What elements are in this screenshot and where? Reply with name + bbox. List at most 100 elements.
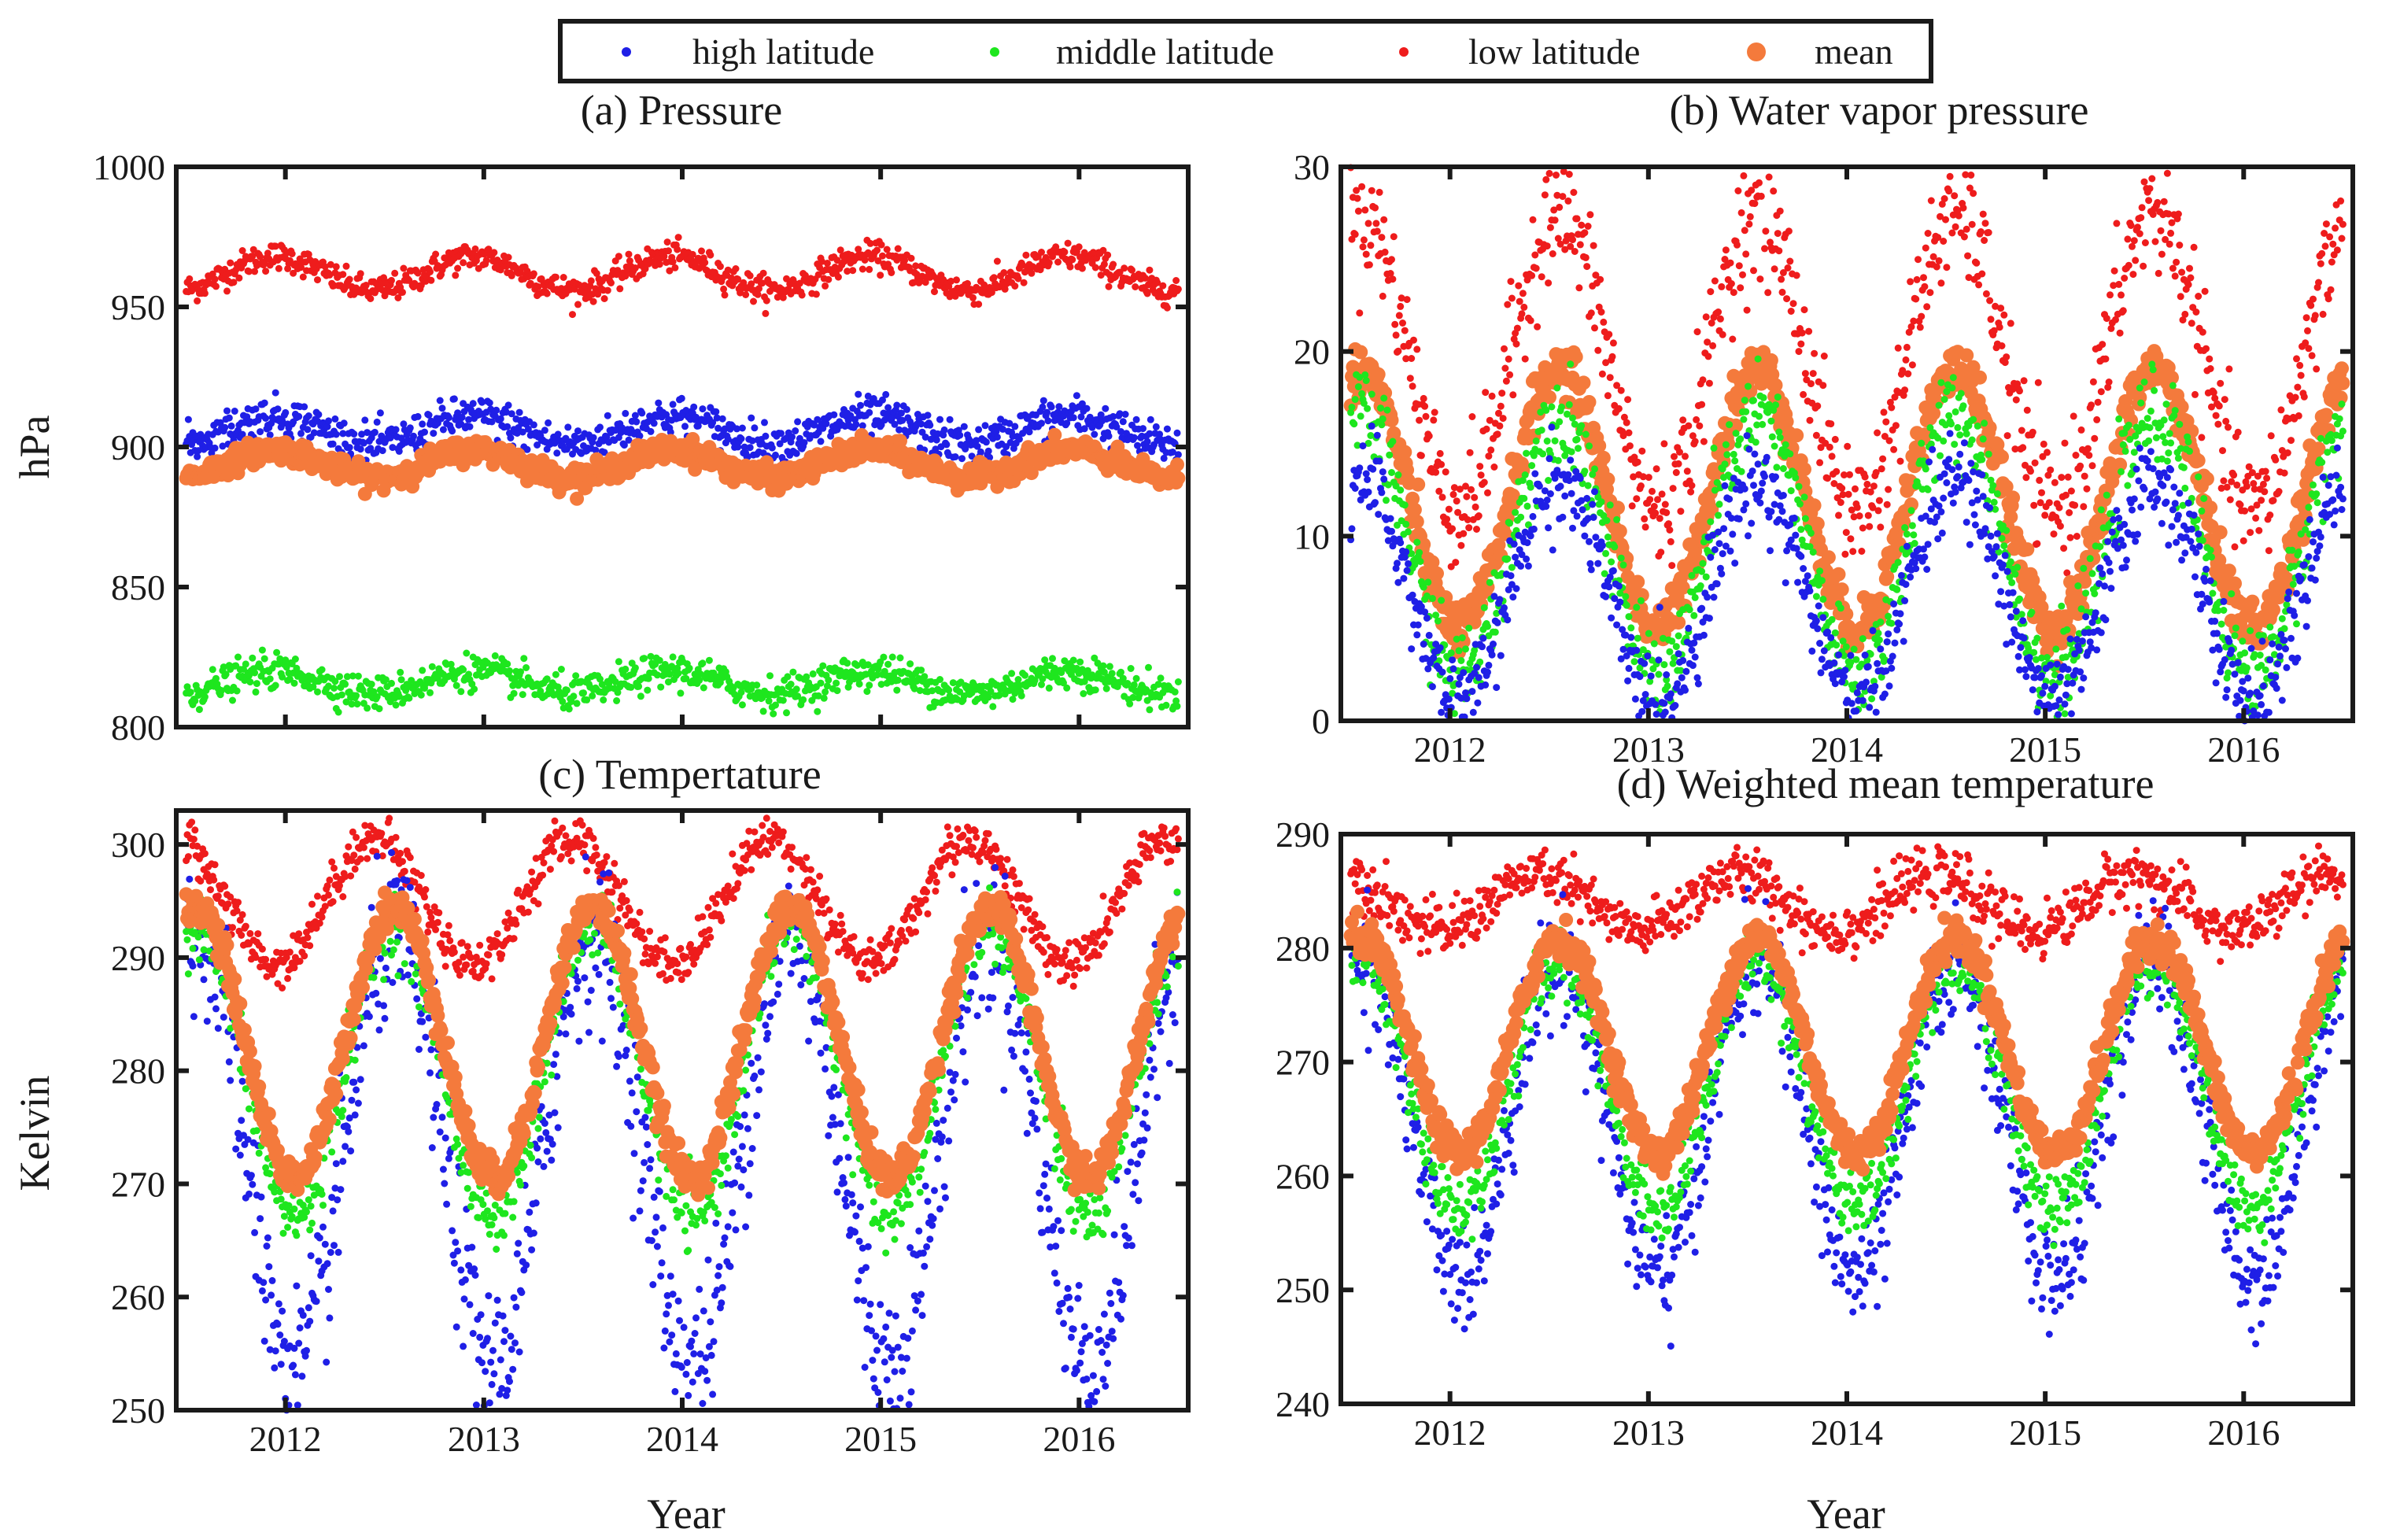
point-low xyxy=(1847,535,1855,543)
point-high xyxy=(1119,418,1127,426)
point-high xyxy=(993,433,1001,441)
point-high xyxy=(332,430,340,438)
point-low xyxy=(1422,412,1430,420)
point-low xyxy=(2169,264,2177,272)
point-low xyxy=(1045,259,1053,267)
point-high xyxy=(305,412,312,419)
point-low xyxy=(1986,297,1994,305)
point-low xyxy=(2012,396,2020,404)
point-high xyxy=(982,438,990,446)
point-high xyxy=(981,422,989,430)
point-low xyxy=(2265,547,2273,555)
point-high xyxy=(1152,423,1160,430)
point-low xyxy=(2047,466,2055,474)
point-low xyxy=(1741,227,1748,235)
point-low xyxy=(356,270,364,278)
point-mid xyxy=(397,676,405,684)
point-low xyxy=(1709,342,1717,349)
point-low xyxy=(1425,432,1433,440)
point-low xyxy=(666,267,674,275)
point-mid xyxy=(314,688,321,696)
point-low xyxy=(1771,265,1778,273)
point-low xyxy=(1652,465,1660,473)
point-low xyxy=(964,279,971,287)
point-mid xyxy=(799,696,807,704)
point-mid xyxy=(631,664,639,672)
point-low xyxy=(1480,478,1488,486)
point-low xyxy=(1143,290,1151,297)
point-low xyxy=(2154,198,2162,206)
point-high xyxy=(650,419,658,427)
point-mid xyxy=(195,706,203,714)
point-low xyxy=(1726,259,1734,267)
point-low xyxy=(249,253,257,260)
point-low xyxy=(1745,220,1753,228)
point-high xyxy=(397,434,405,442)
point-low xyxy=(674,234,682,242)
point-low xyxy=(1499,415,1507,423)
point-low xyxy=(2192,308,2200,316)
point-low xyxy=(1942,216,1949,223)
point-low xyxy=(2269,497,2277,504)
point-low xyxy=(1020,279,1028,286)
point-low xyxy=(517,269,524,276)
point-high xyxy=(421,428,428,436)
point-low xyxy=(1483,425,1490,433)
point-mid xyxy=(1045,684,1053,692)
point-mean xyxy=(1596,450,1611,465)
point-low xyxy=(1859,524,1867,532)
point-low xyxy=(1793,271,1800,279)
point-high xyxy=(221,423,229,431)
point-high xyxy=(438,404,446,412)
point-low xyxy=(2020,377,2028,385)
point-low xyxy=(2072,452,2080,459)
point-low xyxy=(1896,457,1904,465)
point-low xyxy=(746,271,754,279)
point-high xyxy=(589,434,597,441)
point-mid xyxy=(367,681,375,688)
point-low xyxy=(1549,250,1556,257)
point-high xyxy=(1132,415,1140,423)
point-low xyxy=(990,274,998,282)
point-low xyxy=(665,247,672,255)
point-high xyxy=(358,430,366,438)
point-low xyxy=(1669,485,1677,493)
point-mean xyxy=(1411,477,1426,492)
point-low xyxy=(2311,312,2319,319)
point-low xyxy=(2151,238,2159,246)
point-low xyxy=(2308,352,2316,360)
point-low xyxy=(2318,249,2326,257)
point-low xyxy=(1828,452,1836,460)
point-low xyxy=(399,288,406,296)
point-mean xyxy=(1612,524,1627,539)
point-low xyxy=(1381,248,1389,256)
point-low xyxy=(822,282,829,290)
point-high xyxy=(761,419,768,427)
point-low xyxy=(1570,189,1578,196)
point-mid xyxy=(657,683,665,691)
point-low xyxy=(2280,469,2288,477)
point-mid xyxy=(266,675,274,683)
point-high xyxy=(545,419,552,427)
point-low xyxy=(1998,342,2006,349)
point-high xyxy=(356,445,364,453)
point-mid xyxy=(273,648,281,656)
point-high xyxy=(257,428,264,436)
point-low xyxy=(2102,355,2110,363)
point-mean xyxy=(1371,367,1386,382)
point-low xyxy=(600,295,608,302)
point-low xyxy=(901,257,909,264)
point-low xyxy=(400,264,408,272)
point-mid xyxy=(563,686,570,694)
point-low xyxy=(1460,530,1468,537)
point-low xyxy=(1661,500,1669,508)
point-low xyxy=(508,271,515,279)
point-low xyxy=(1831,435,1839,443)
point-mean xyxy=(1763,353,1778,367)
point-low xyxy=(1970,190,1977,198)
point-low xyxy=(1146,266,1154,274)
point-high xyxy=(903,405,910,413)
point-mid xyxy=(471,685,478,693)
point-low xyxy=(339,271,347,279)
point-mid xyxy=(570,692,578,700)
